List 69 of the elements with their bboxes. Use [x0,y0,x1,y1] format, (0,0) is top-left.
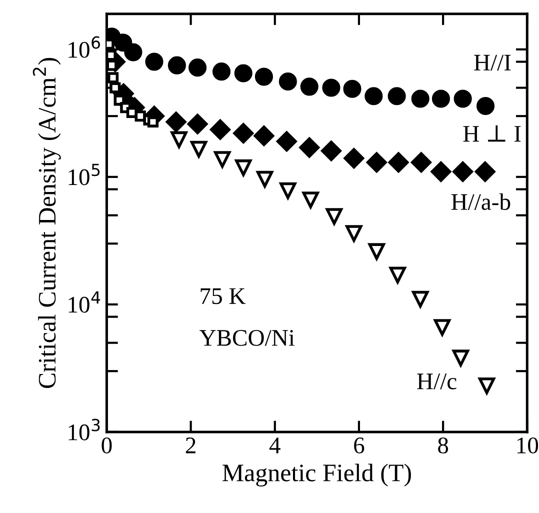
point [346,225,362,242]
point [190,140,208,158]
point [476,96,495,116]
annotation: 75 K [200,288,246,304]
point [107,72,119,84]
point [364,87,383,106]
y-tick-label: 10$^{6}$ [68,36,100,58]
point [300,78,318,96]
point [147,116,159,128]
point [214,151,231,168]
point [210,119,230,140]
point [168,56,186,74]
annotation: YBCO/Ni [199,330,295,346]
point [430,161,452,182]
point [254,68,273,86]
x-tick-label: 0 [102,437,112,454]
y-tick-label: 10$^{3}$ [68,418,100,440]
point [452,161,474,182]
annotation: H//a-b [451,193,510,210]
point [454,90,472,108]
point [254,126,274,146]
point [452,350,470,366]
point [106,50,116,61]
y-tick-label: 10$^{5}$ [68,164,100,186]
point [478,377,496,394]
point [302,192,319,208]
x-tick-label: 6 [354,438,364,454]
point [474,161,496,182]
point [344,148,364,169]
point [299,137,320,158]
legend-label: H ⊥ I [463,125,521,142]
point [412,290,429,308]
series-label: H//c [417,374,456,390]
point [388,152,409,173]
point [343,80,362,98]
point [432,90,450,108]
point [411,90,430,108]
point [187,114,208,134]
point [366,152,387,173]
y-axis-title: Critical Current Density (A/cm$^{2}$) [32,58,61,388]
point [145,52,164,71]
point [434,319,451,336]
point [212,62,231,81]
point [256,170,274,188]
point [321,140,342,162]
x-tick-label: 8 [438,437,448,454]
point [234,64,252,82]
point [110,82,121,94]
point [326,208,343,225]
x-tick-label: 4 [269,438,280,454]
point [124,43,142,62]
x-tick-label: 2 [186,438,196,454]
point [188,58,207,77]
point [278,72,297,91]
point [166,112,186,132]
point [276,131,297,152]
legend-label: H//I [474,54,511,71]
point [235,159,252,176]
x-tick-label: 10 [517,437,538,454]
point [368,243,385,260]
point [389,266,406,284]
point [280,182,296,200]
point [322,78,340,97]
y-tick-label: 10$^{4}$ [68,291,100,313]
point [388,87,406,106]
x-axis-title: Magnetic Field (T) [222,464,411,487]
point [233,123,254,144]
point [410,152,432,173]
point [170,131,188,148]
